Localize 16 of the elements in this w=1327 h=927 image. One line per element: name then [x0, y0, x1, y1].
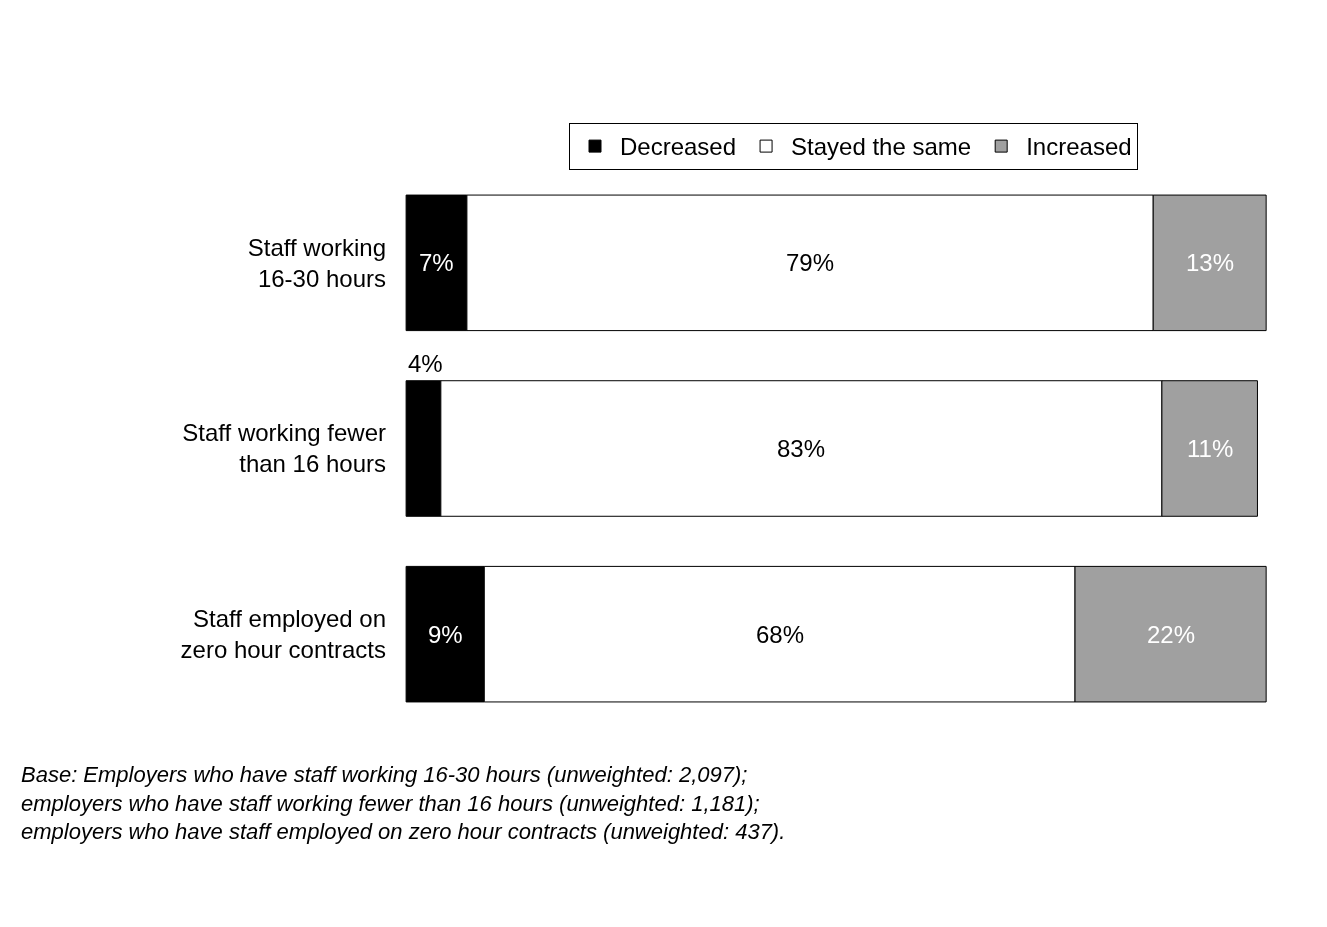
- data-label: 79%: [786, 249, 835, 276]
- y-tick-label: Staff working fewer than 16 hours: [182, 419, 386, 478]
- data-label: 7%: [419, 249, 454, 276]
- data-label: 4%: [408, 350, 443, 377]
- legend-label: Stayed the same: [791, 133, 972, 161]
- legend-label: Decreased: [620, 133, 737, 161]
- data-label: 83%: [777, 435, 826, 462]
- y-tick-label: Staff working 16-30 hours: [247, 233, 386, 292]
- data-label: 68%: [756, 621, 805, 648]
- data-label: 11%: [1187, 435, 1234, 462]
- data-label: 9%: [428, 621, 463, 648]
- data-label: 13%: [1186, 249, 1235, 276]
- data-label: 22%: [1147, 621, 1196, 648]
- legend-label: Increased: [1026, 133, 1132, 161]
- y-tick-label: Staff employed on zero hour contracts: [180, 604, 386, 664]
- text: Base: Employers who have staff working 16-30 hours (unweighted: 2,097); employers who have staff working fewer than 16 hours (unweighted: 1,181); employers who have staff employed on zero hour contracts (unweighted: 437).: [21, 762, 786, 845]
